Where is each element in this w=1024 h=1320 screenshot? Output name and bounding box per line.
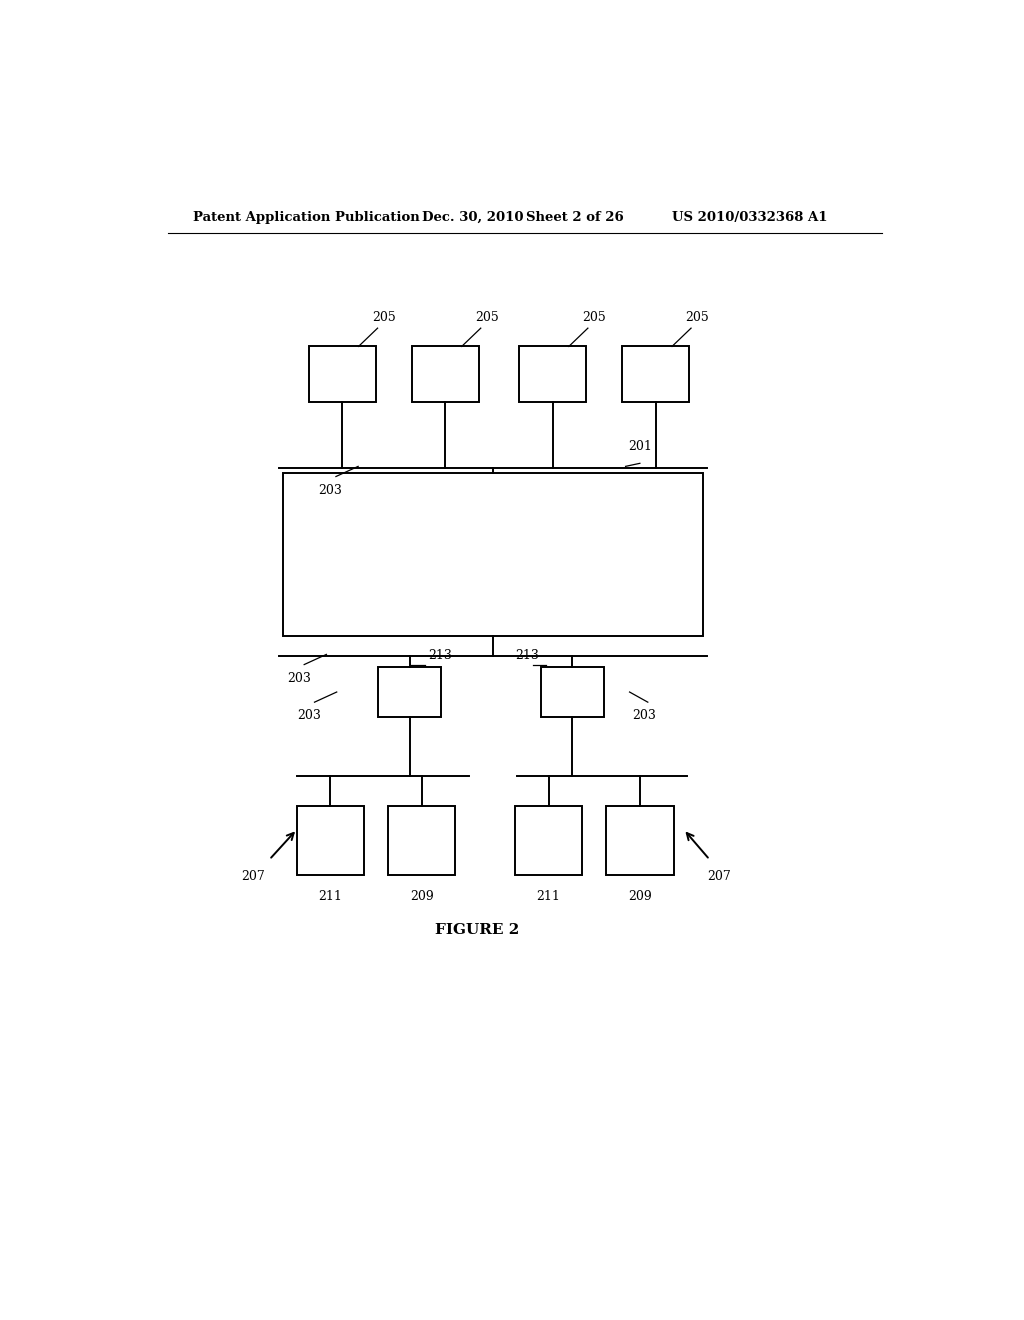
Bar — [388, 805, 456, 875]
Bar — [606, 805, 674, 875]
Text: 207: 207 — [242, 870, 265, 883]
Text: US 2010/0332368 A1: US 2010/0332368 A1 — [672, 211, 827, 224]
Text: 209: 209 — [410, 890, 433, 903]
Text: 205: 205 — [685, 312, 710, 325]
Text: 203: 203 — [287, 672, 310, 685]
Text: 213: 213 — [428, 648, 452, 661]
Bar — [378, 667, 441, 718]
Text: Dec. 30, 2010: Dec. 30, 2010 — [422, 211, 523, 224]
Text: 203: 203 — [632, 709, 655, 722]
Text: 211: 211 — [537, 890, 560, 903]
Text: 203: 203 — [318, 483, 342, 496]
Bar — [297, 805, 365, 875]
Bar — [308, 346, 376, 403]
Bar — [412, 346, 479, 403]
Text: 207: 207 — [708, 870, 731, 883]
Text: 213: 213 — [515, 648, 540, 661]
Bar — [622, 346, 689, 403]
Text: 205: 205 — [475, 312, 499, 325]
Bar — [519, 346, 587, 403]
Text: Patent Application Publication: Patent Application Publication — [194, 211, 420, 224]
Bar — [515, 805, 583, 875]
Text: 211: 211 — [318, 890, 342, 903]
Text: 205: 205 — [583, 312, 606, 325]
Bar — [541, 667, 604, 718]
Text: Sheet 2 of 26: Sheet 2 of 26 — [526, 211, 625, 224]
Text: 205: 205 — [372, 312, 396, 325]
Text: 203: 203 — [297, 709, 321, 722]
Text: FIGURE 2: FIGURE 2 — [435, 923, 519, 937]
Bar — [283, 474, 703, 636]
Text: 201: 201 — [628, 440, 652, 453]
Text: 209: 209 — [628, 890, 651, 903]
